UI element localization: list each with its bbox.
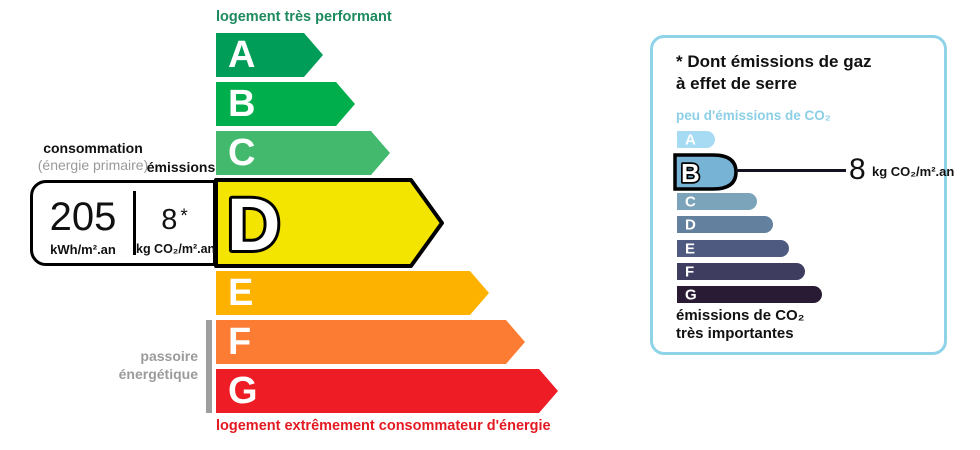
co2-panel-title: * Dont émissions de gaz à effet de serre	[676, 51, 872, 95]
co2-letter-F: F	[685, 263, 695, 280]
co2-grade-G: G	[677, 286, 822, 303]
value-box-divider	[133, 191, 136, 255]
grade-letter-G: G	[228, 370, 258, 412]
passoire-line2: énergétique	[118, 366, 198, 382]
co2-grade-A: A	[677, 131, 715, 148]
energy-grade-F: F	[216, 320, 525, 364]
energy-grade-C: C	[216, 131, 390, 175]
co2-letter-A: A	[685, 131, 696, 148]
grade-letter-B: B	[228, 83, 256, 125]
co2-grade-F: F	[677, 263, 805, 280]
passoire-bracket-bar	[206, 320, 212, 413]
consumption-label-line1: consommation	[43, 140, 143, 156]
energy-grade-D-selected: D	[214, 178, 444, 269]
energy-value-cell: 205 kWh/m².an	[33, 183, 133, 263]
consumption-label-line2: (énergie primaire)	[37, 157, 149, 173]
bottom-consumption-label: logement extrêmement consommateur d'éner…	[216, 418, 551, 434]
co2-unit: kg CO₂/m².an	[136, 242, 216, 256]
callout-line	[736, 169, 846, 172]
co2-emissions-panel: * Dont émissions de gaz à effet de serre…	[650, 35, 954, 355]
energy-grade-E: E	[216, 271, 489, 315]
co2-letter-E: E	[685, 240, 696, 257]
high-emissions-line1: émissions de CO₂	[676, 307, 805, 324]
co2-letter-B: B	[681, 158, 700, 188]
top-performance-label: logement très performant	[216, 9, 392, 25]
co2-grade-D: D	[677, 216, 773, 233]
grade-letter-F: F	[228, 321, 252, 363]
passoire-line1: passoire	[140, 348, 198, 364]
co2-panel-value: 8	[849, 153, 866, 186]
grade-letter-C: C	[228, 132, 256, 174]
energy-grade-B: B	[216, 82, 355, 126]
grade-letter-D: D	[227, 183, 280, 266]
energy-grade-A: A	[216, 33, 323, 77]
grade-letter-A: A	[228, 34, 256, 76]
low-emissions-label: peu d'émissions de CO₂	[676, 108, 831, 123]
co2-panel-unit: kg CO₂/m².an	[872, 164, 955, 179]
co2-value-cell: 8 * kg CO₂/m².an	[136, 183, 216, 263]
high-emissions-label: émissions de CO₂ très importantes	[676, 307, 804, 343]
consumption-label: consommation (énergie primaire)	[25, 140, 161, 174]
consumption-value-box: 205 kWh/m².an 8 * kg CO₂/m².an	[30, 180, 216, 266]
co2-value-number: 8	[161, 204, 178, 236]
co2-panel-title-line2: à effet de serre	[676, 74, 797, 93]
co2-letter-G: G	[685, 286, 697, 303]
grade-letter-E: E	[228, 272, 254, 314]
co2-grade-B-selected: B	[673, 153, 738, 191]
passoire-energetique-label: passoire énergétique	[80, 347, 198, 383]
co2-letter-C: C	[685, 193, 696, 210]
co2-grade-E: E	[677, 240, 789, 257]
co2-value: 8 *	[136, 206, 213, 235]
asterisk: *	[180, 206, 188, 227]
high-emissions-line2: très importantes	[676, 325, 794, 342]
emissions-label: émissions	[146, 159, 216, 175]
co2-grade-C: C	[677, 193, 757, 210]
energy-grade-G: G	[216, 369, 558, 413]
energy-unit: kWh/m².an	[50, 242, 116, 257]
co2-panel-title-line1: * Dont émissions de gaz	[676, 52, 872, 71]
energy-value: 205	[49, 195, 117, 239]
co2-letter-D: D	[685, 216, 696, 233]
